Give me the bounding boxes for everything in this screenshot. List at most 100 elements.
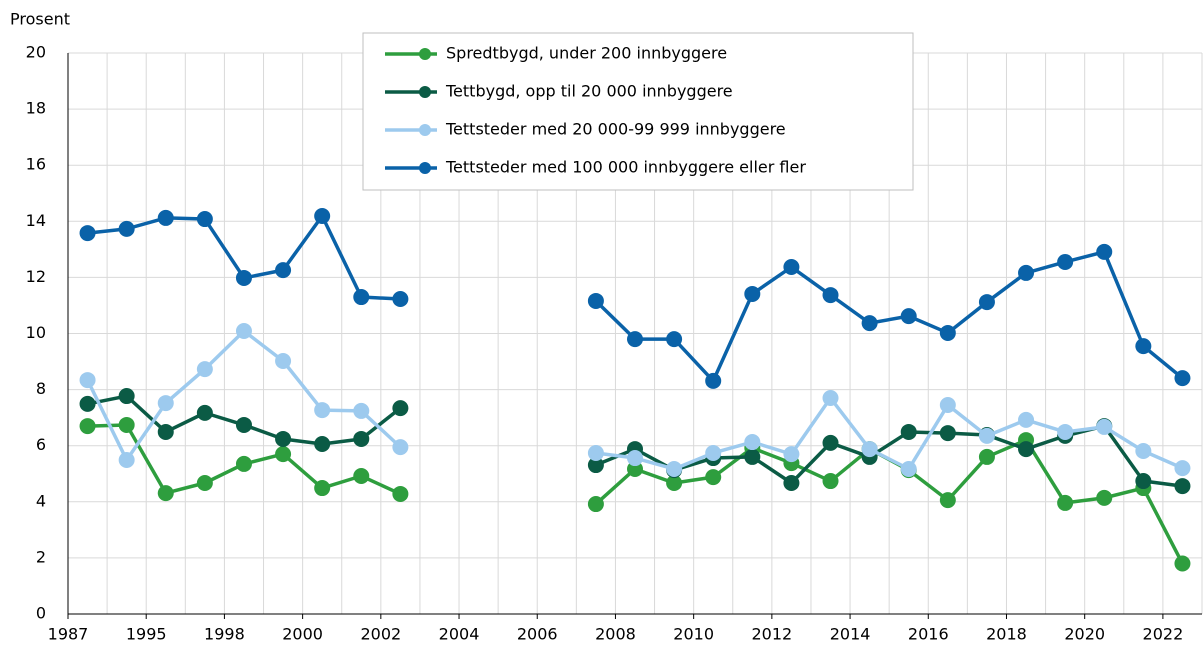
data-point	[235, 322, 252, 339]
data-point	[79, 395, 96, 412]
data-point	[939, 425, 956, 442]
legend-marker	[419, 86, 431, 98]
data-point	[235, 416, 252, 433]
legend-label: Spredtbygd, under 200 innbyggere	[446, 44, 727, 63]
y-tick-label: 14	[26, 211, 46, 230]
x-tick-label: 2022	[1143, 625, 1184, 644]
data-point	[705, 444, 722, 461]
data-point	[314, 436, 331, 453]
data-point	[79, 372, 96, 389]
data-point	[822, 473, 839, 490]
data-point	[1096, 418, 1113, 435]
data-point	[1096, 489, 1113, 506]
data-point	[783, 446, 800, 463]
y-tick-label: 12	[26, 267, 46, 286]
y-tick-label: 20	[26, 43, 46, 62]
data-point	[1174, 555, 1191, 572]
data-point	[1018, 411, 1035, 428]
legend-marker	[419, 48, 431, 60]
data-point	[1096, 243, 1113, 260]
data-point	[118, 388, 135, 405]
data-point	[1174, 370, 1191, 387]
y-tick-label: 2	[36, 547, 46, 566]
data-point	[353, 289, 370, 306]
data-point	[353, 467, 370, 484]
data-point	[314, 402, 331, 419]
data-point	[196, 211, 213, 228]
series	[79, 322, 1191, 477]
data-point	[196, 361, 213, 378]
data-point	[822, 390, 839, 407]
y-tick-label: 4	[36, 491, 46, 510]
x-tick-label: 1995	[126, 625, 167, 644]
y-tick-label: 10	[26, 323, 46, 342]
x-tick-label: 1998	[204, 625, 245, 644]
x-tick-label: 2020	[1064, 625, 1105, 644]
data-point	[275, 262, 292, 279]
data-point	[744, 448, 761, 465]
x-tick-label: 2004	[439, 625, 480, 644]
data-point	[79, 225, 96, 242]
data-point	[1057, 494, 1074, 511]
legend-box	[362, 32, 914, 191]
x-tick-label: 1987	[48, 625, 89, 644]
data-point	[783, 475, 800, 492]
data-point	[822, 287, 839, 304]
data-point	[118, 452, 135, 469]
data-point	[157, 423, 174, 440]
data-point	[275, 446, 292, 463]
legend-marker	[419, 124, 431, 136]
data-point	[900, 423, 917, 440]
data-point	[1057, 423, 1074, 440]
legend-marker	[419, 162, 431, 174]
data-point	[392, 439, 409, 456]
data-point	[353, 402, 370, 419]
data-point	[353, 430, 370, 447]
data-point	[1018, 441, 1035, 458]
data-point	[314, 480, 331, 497]
x-tick-label: 2014	[830, 625, 871, 644]
data-point	[587, 444, 604, 461]
data-point	[157, 485, 174, 502]
data-point	[978, 448, 995, 465]
x-tick-label: 2010	[673, 625, 714, 644]
data-point	[118, 416, 135, 433]
x-tick-label: 2008	[595, 625, 636, 644]
data-point	[900, 460, 917, 477]
y-tick-label: 18	[26, 99, 46, 118]
data-point	[627, 331, 643, 348]
y-tick-label: 16	[26, 155, 46, 174]
y-tick-label: 8	[36, 379, 46, 398]
data-point	[1174, 460, 1191, 477]
y-axis-label: Prosent	[10, 10, 70, 29]
data-point	[157, 395, 174, 412]
legend-label: Tettsteder med 20 000-99 999 innbyggere	[445, 120, 786, 139]
data-point	[744, 434, 761, 451]
data-point	[861, 441, 878, 458]
data-point	[392, 290, 409, 307]
data-point	[587, 292, 604, 309]
data-point	[666, 475, 683, 492]
y-tick-label: 6	[36, 435, 46, 454]
data-point	[978, 294, 995, 311]
series-line	[87, 214, 1184, 383]
x-tick-label: 2018	[986, 625, 1027, 644]
series	[79, 416, 1191, 572]
data-point	[627, 460, 643, 477]
data-point	[1057, 253, 1074, 270]
data-point	[314, 207, 331, 224]
data-point	[978, 427, 995, 444]
data-point	[861, 315, 878, 332]
data-point	[275, 430, 292, 447]
data-point	[627, 450, 643, 467]
data-point	[118, 220, 135, 237]
data-point	[1135, 443, 1152, 460]
data-point	[939, 397, 956, 414]
data-point	[196, 404, 213, 421]
data-point	[392, 400, 409, 417]
legend-label: Tettsteder med 100 000 innbyggere eller …	[445, 158, 806, 177]
data-point	[587, 496, 604, 513]
data-point	[705, 372, 722, 389]
data-point	[392, 485, 409, 502]
